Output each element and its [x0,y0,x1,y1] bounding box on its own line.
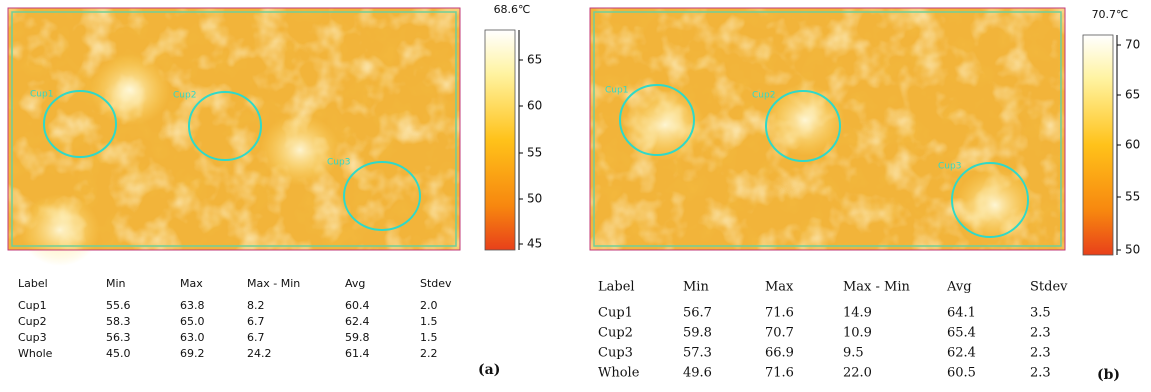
table-cell: 59.8 [345,331,370,344]
panel: Cup1 Cup2 Cup3 68.6℃ 65 60 55 50 45 Label Min Max Ma… [8,3,542,378]
table-cell: 60.4 [345,299,370,312]
table-cell: 6.7 [247,315,265,328]
table-cell: 22.0 [843,366,872,381]
table-cell: Cup2 [598,326,633,341]
table-cell: 49.6 [683,366,712,381]
table-cell: 62.4 [345,315,370,328]
table-cell: 59.8 [683,326,712,341]
table-cell: 66.9 [765,346,794,361]
colorbar-tick-label: 60 [527,99,542,113]
table-cell: 2.3 [1030,326,1051,341]
table-cell: 8.2 [247,299,265,312]
table-cell: 65.0 [180,315,205,328]
roi-label: Cup3 [327,158,350,168]
roi-label: Cup2 [173,91,196,101]
table-cell: 70.7 [765,326,794,341]
table-header: Max [765,280,794,295]
table-header: Label [598,280,635,295]
roi-label: Cup2 [752,91,775,101]
colorbar-max: 70.7℃ [1092,8,1129,21]
hot-spot [20,194,100,266]
roi-label: Cup1 [30,90,53,100]
colorbar-max: 68.6℃ [494,3,531,16]
table-header: Stdev [420,277,452,290]
hot-spot [260,114,340,186]
table-cell: 24.2 [247,347,272,360]
table-cell: 1.5 [420,331,438,344]
table-cell: 63.8 [180,299,205,312]
table-cell: Cup3 [18,331,47,344]
table-cell: 62.4 [947,346,976,361]
table-header: Label [18,277,48,290]
table-header: Max - Min [247,277,300,290]
colorbar-tick-label: 55 [527,146,542,160]
table-header: Min [683,280,709,295]
table-header: Avg [946,280,972,295]
table-cell: 57.3 [683,346,712,361]
colorbar-tick-label: 55 [1125,190,1140,204]
table-cell: 2.3 [1030,346,1051,361]
table-cell: 56.7 [683,306,712,321]
table-cell: 65.4 [947,326,976,341]
table-cell: 9.5 [843,346,864,361]
colorbar-tick-label: 65 [527,53,542,67]
table-cell: Whole [18,347,53,360]
hot-spot [90,54,170,126]
table-cell: 45.0 [106,347,131,360]
colorbar-tick-label: 65 [1125,88,1140,102]
table-cell: Cup3 [598,346,633,361]
colorbar-tick-label: 60 [1125,138,1140,152]
table-cell: 2.0 [420,299,438,312]
panel-label: (a) [478,362,500,378]
panel: Cup1 Cup2 Cup3 70.7℃ 70 65 60 55 50 Label Min Max Ma… [590,8,1140,383]
table-cell: 71.6 [765,306,794,321]
table-header: Max [180,277,203,290]
table-cell: 2.3 [1030,366,1051,381]
table-cell: 64.1 [947,306,976,321]
colorbar-tick-label: 50 [527,192,542,206]
table-cell: 55.6 [106,299,131,312]
table-header: Min [106,277,126,290]
figure: Cup1 Cup2 Cup3 68.6℃ 65 60 55 50 45 Label Min Max Ma… [0,0,1151,392]
table-cell: 56.3 [106,331,131,344]
table-cell: 63.0 [180,331,205,344]
table-header: Max - Min [843,280,911,295]
table-cell: 14.9 [843,306,872,321]
table-header: Avg [345,277,365,290]
table-cell: 61.4 [345,347,370,360]
table-cell: 1.5 [420,315,438,328]
colorbar [485,30,515,250]
panel-label: (b) [1097,367,1120,383]
table-cell: 2.2 [420,347,438,360]
table-cell: Cup1 [18,299,47,312]
roi-label: Cup1 [605,86,628,96]
table-cell: Cup1 [598,306,633,321]
table-cell: 6.7 [247,331,265,344]
colorbar-tick-label: 70 [1125,38,1140,52]
table-cell: 10.9 [843,326,872,341]
table-cell: 60.5 [947,366,976,381]
colorbar-tick-label: 45 [527,237,542,251]
table-header: Stdev [1030,280,1068,295]
table-cell: 3.5 [1030,306,1051,321]
roi-label: Cup3 [938,162,961,172]
table-cell: 69.2 [180,347,205,360]
table-cell: Whole [598,366,640,381]
colorbar-tick-label: 50 [1125,243,1140,257]
colorbar [1083,35,1113,255]
table-cell: 71.6 [765,366,794,381]
table-cell: 58.3 [106,315,131,328]
table-cell: Cup2 [18,315,47,328]
